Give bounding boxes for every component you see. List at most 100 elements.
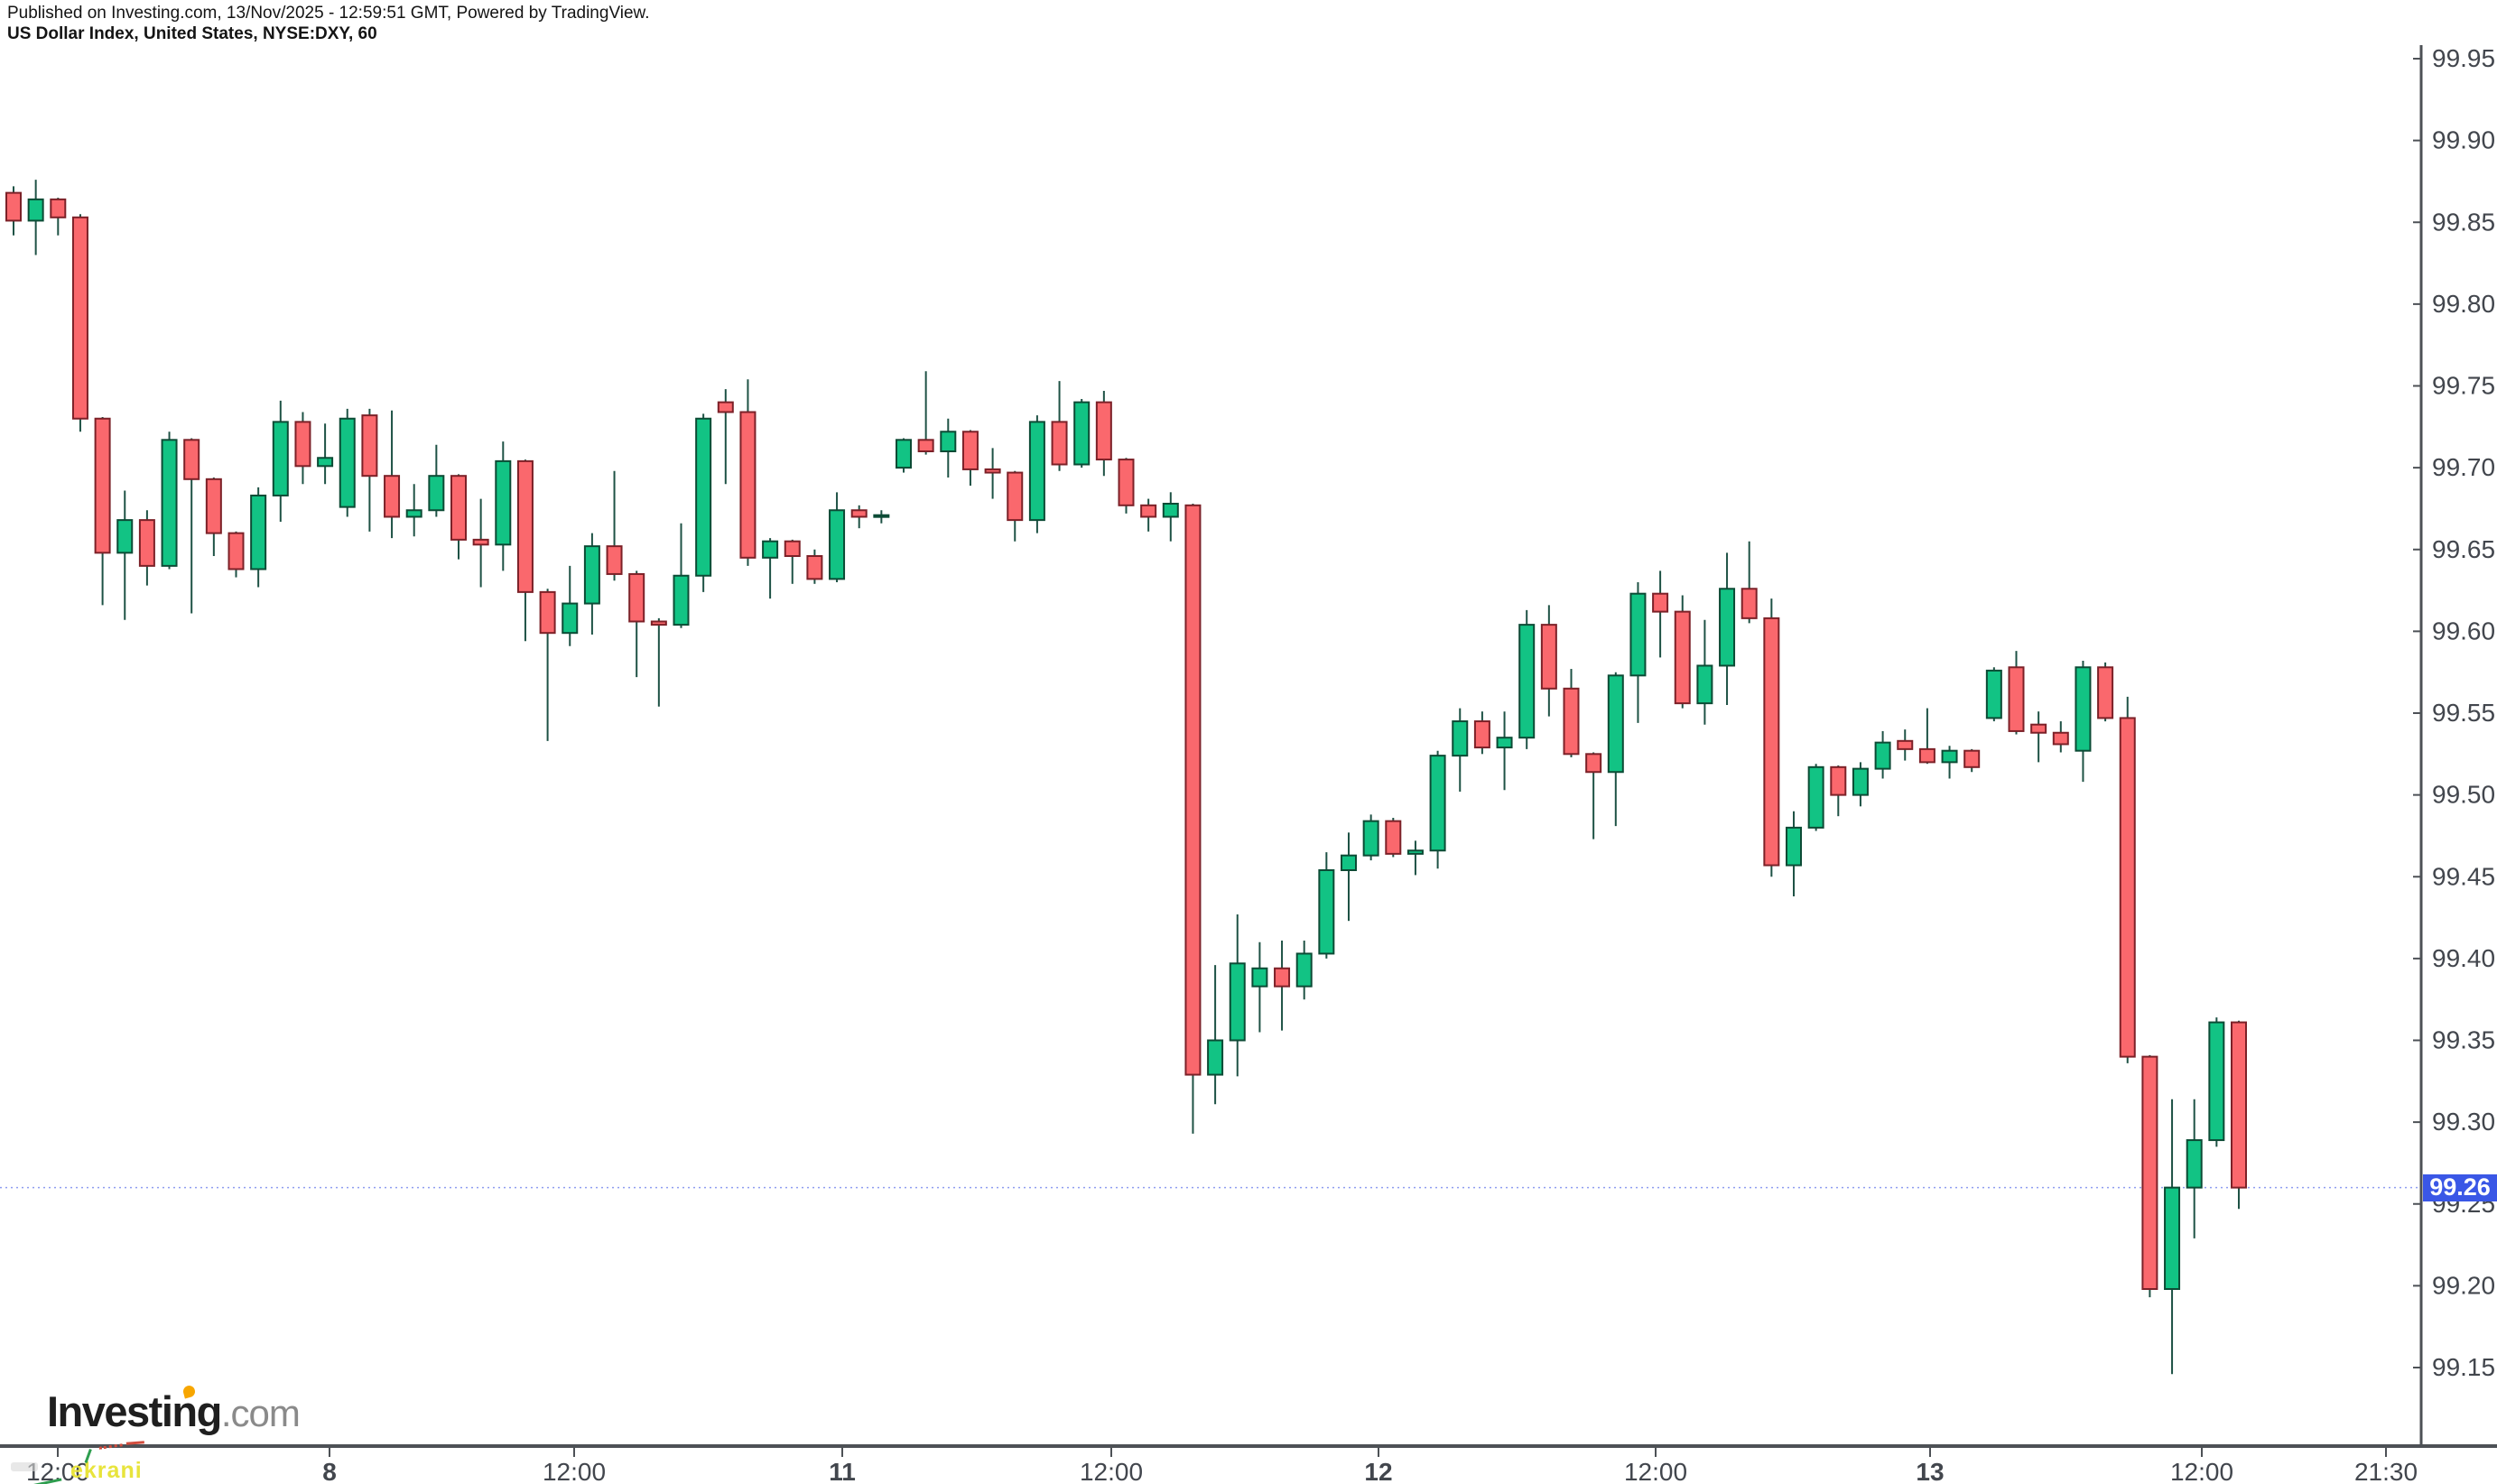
candle	[673, 574, 690, 626]
candle	[695, 417, 712, 577]
watermark-scribble	[11, 1462, 38, 1471]
candle	[1385, 820, 1402, 855]
candle	[1763, 617, 1780, 867]
candle	[2186, 1139, 2203, 1189]
candle	[27, 198, 44, 222]
y-axis-label: 99.45	[2432, 862, 2495, 890]
candle	[161, 439, 178, 567]
candle	[539, 590, 556, 635]
candle	[850, 509, 868, 518]
candle	[1897, 739, 1914, 750]
candle	[1162, 503, 1179, 518]
candle	[829, 509, 846, 580]
price-scale[interactable]	[2421, 0, 2497, 1446]
candle	[1607, 674, 1624, 774]
candle	[2097, 666, 2114, 719]
candle	[183, 439, 200, 480]
candle	[361, 414, 378, 478]
candle	[739, 411, 757, 559]
candle	[1852, 767, 1869, 796]
candle	[1095, 401, 1112, 461]
candle	[294, 421, 311, 468]
candle	[205, 478, 222, 534]
y-axis-label: 99.80	[2432, 290, 2495, 318]
candle	[1629, 592, 1647, 677]
candle	[628, 572, 645, 623]
candle	[1540, 624, 1557, 690]
candle	[583, 545, 600, 605]
candle	[317, 457, 334, 468]
y-axis-label: 99.15	[2432, 1353, 2495, 1381]
candle	[940, 431, 957, 452]
candle	[1184, 504, 1202, 1076]
candle	[116, 519, 134, 554]
candle	[472, 538, 489, 546]
candle	[2164, 1186, 2181, 1290]
candle	[2119, 717, 2136, 1058]
candle	[1518, 624, 1536, 739]
candle	[1719, 588, 1736, 667]
candle	[1985, 669, 2002, 719]
candle	[1585, 753, 1602, 774]
candle	[1807, 765, 1824, 829]
candle	[1786, 826, 1802, 867]
candle	[2208, 1021, 2225, 1142]
last-price-value: 99.26	[2429, 1173, 2491, 1201]
candle	[1874, 741, 1891, 770]
candle	[250, 494, 267, 570]
time-scale[interactable]	[0, 1446, 2497, 1484]
candle	[717, 401, 734, 413]
candle	[1406, 849, 1424, 855]
candle	[138, 519, 155, 567]
x-axis-label: 12:00	[1080, 1458, 1143, 1484]
candle	[1073, 401, 1091, 466]
candle	[2052, 731, 2069, 746]
candle	[2030, 723, 2047, 734]
y-axis-label: 99.40	[2432, 944, 2495, 972]
candle	[650, 620, 667, 626]
x-axis-label: 8	[322, 1458, 337, 1484]
y-axis-label: 99.70	[2432, 453, 2495, 481]
candle	[1318, 869, 1335, 955]
candle	[428, 475, 445, 512]
candle	[2141, 1055, 2158, 1290]
y-axis-label: 99.75	[2432, 372, 2495, 400]
candle	[1118, 459, 1135, 506]
x-axis-label: 12:00	[543, 1458, 606, 1484]
published-line: Published on Investing.com, 13/Nov/2025 …	[7, 4, 650, 23]
instrument-title: US Dollar Index, United States, NYSE:DXY…	[7, 24, 377, 43]
x-axis-label: 11	[829, 1458, 856, 1484]
candle	[1007, 471, 1024, 522]
candle	[5, 191, 22, 222]
candle	[1207, 1039, 1224, 1076]
investing-logo-wordmark: Investing	[47, 1384, 222, 1435]
x-axis-label: 12	[1364, 1458, 1392, 1484]
candle	[2008, 666, 2025, 732]
candle	[1229, 962, 1246, 1042]
y-axis-label: 99.55	[2432, 699, 2495, 727]
candle	[71, 216, 88, 420]
watermark-scribble	[125, 1441, 145, 1449]
candle	[1563, 687, 1580, 756]
candle	[1674, 610, 1691, 705]
y-axis-label: 99.50	[2432, 781, 2495, 809]
candle	[1362, 820, 1379, 857]
y-axis-label: 99.85	[2432, 208, 2495, 236]
candle	[1028, 421, 1045, 522]
y-axis-label: 99.65	[2432, 535, 2495, 563]
candle	[1496, 737, 1513, 749]
candle	[961, 431, 979, 470]
candle	[405, 509, 422, 518]
y-axis-label: 99.90	[2432, 126, 2495, 154]
y-axis-label: 99.20	[2432, 1271, 2495, 1299]
candle	[1696, 664, 1713, 705]
candle	[94, 417, 111, 554]
candle	[1274, 967, 1291, 988]
y-axis-label: 99.60	[2432, 617, 2495, 645]
candle	[1918, 747, 1935, 764]
watermark-text: ekrani	[70, 1458, 143, 1483]
y-axis-label: 99.95	[2432, 44, 2495, 72]
x-axis-label: 13	[1916, 1458, 1944, 1484]
candle	[1473, 720, 1490, 749]
